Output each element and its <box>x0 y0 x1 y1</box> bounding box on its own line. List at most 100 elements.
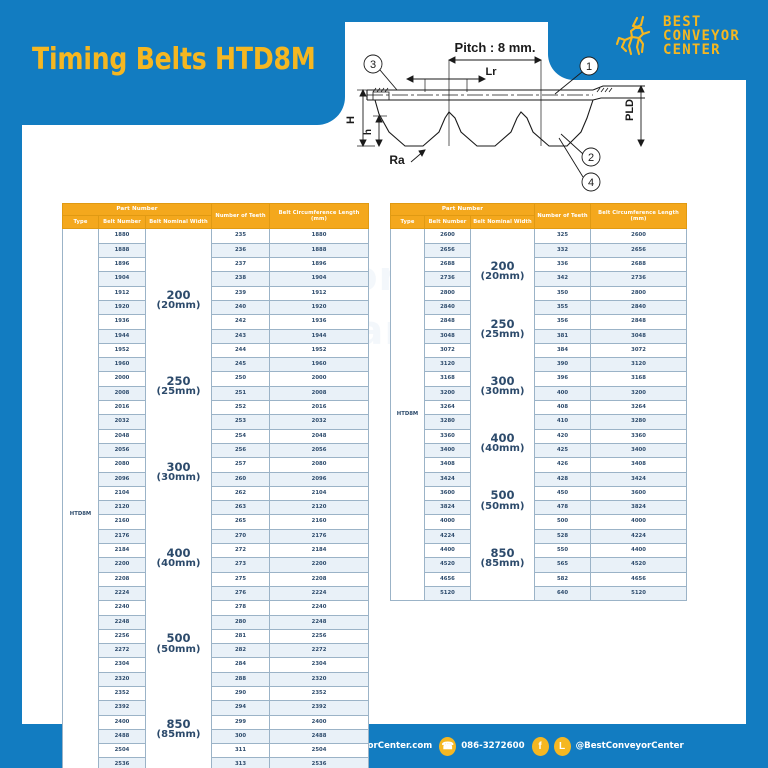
cell-number-of-teeth: 242 <box>211 314 271 330</box>
cell-number-of-teeth: 640 <box>534 585 592 602</box>
cell-number-of-teeth: 272 <box>211 543 271 559</box>
cell-number-of-teeth: 284 <box>211 657 271 673</box>
table-row: 5120 640 5120 <box>391 585 688 602</box>
cell-belt-circumference: 3264 <box>590 400 688 416</box>
table-row: 3600 450 3600 <box>391 485 688 502</box>
cell-number-of-teeth: 252 <box>211 400 271 416</box>
th-belt-nominal-width: Belt Nominal Width <box>144 215 213 230</box>
cell-belt-number: 2320 <box>98 671 146 687</box>
cell-belt-circumference: 3408 <box>590 457 688 473</box>
cell-belt-number: 1896 <box>98 257 146 273</box>
cell-belt-circumference: 4000 <box>590 514 688 530</box>
cell-belt-circumference: 2080 <box>269 457 370 473</box>
cell-number-of-teeth: 240 <box>211 299 271 316</box>
cell-belt-circumference: 2392 <box>269 700 370 716</box>
table-row: 3824 478 3824 <box>391 500 688 516</box>
cell-number-of-teeth: 325 <box>534 228 592 244</box>
cell-belt-number: 3824 <box>424 500 471 516</box>
cell-belt-number: 2240 <box>98 600 146 616</box>
table-row: 2016 252 2016 <box>63 400 370 416</box>
table-row: 2320 288 2320 <box>63 671 370 687</box>
cell-belt-circumference: 2600 <box>590 228 688 244</box>
cell-belt-number: 2208 <box>98 571 146 587</box>
cell-belt-number: 2096 <box>98 471 146 487</box>
cell-number-of-teeth: 278 <box>211 600 271 616</box>
cell-belt-number: 2304 <box>98 657 146 673</box>
width-option: 250 (25mm) <box>156 373 201 397</box>
table-row: 3048 381 3048 <box>391 328 688 344</box>
cell-belt-number: 2688 <box>424 257 471 273</box>
cell-belt-circumference: 2352 <box>269 685 370 702</box>
cell-number-of-teeth: 265 <box>211 514 271 530</box>
cell-belt-circumference: 2200 <box>269 557 370 573</box>
cell-belt-number: 2656 <box>424 242 471 259</box>
callout-2: 2 <box>588 152 594 164</box>
cell-belt-number: 1920 <box>98 299 146 316</box>
cell-belt-circumference: 2224 <box>269 585 370 602</box>
brand-logo: BEST CONVEYOR CENTER <box>613 14 740 58</box>
table-row: 4224 528 4224 <box>391 528 688 545</box>
cell-belt-circumference: 4400 <box>590 543 688 559</box>
cell-belt-circumference: 2008 <box>269 385 370 402</box>
frame-left-bar <box>0 0 22 768</box>
brand-line-2: CONVEYOR <box>662 28 740 44</box>
cell-belt-circumference: 3424 <box>590 471 688 487</box>
cell-belt-number: 2184 <box>98 543 146 559</box>
page-title: Timing Belts HTD8M <box>32 42 316 77</box>
cell-number-of-teeth: 257 <box>211 457 271 473</box>
cell-belt-circumference: 2096 <box>269 471 370 487</box>
cell-number-of-teeth: 420 <box>534 428 592 444</box>
cell-belt-circumference: 4224 <box>590 528 688 545</box>
cell-belt-circumference: 2256 <box>269 628 370 645</box>
cell-belt-number: 3048 <box>424 328 471 344</box>
line-icon[interactable]: L <box>553 736 571 756</box>
width-option: 200 (20mm) <box>156 287 201 311</box>
cell-number-of-teeth: 253 <box>211 414 271 430</box>
cell-number-of-teeth: 239 <box>211 285 271 301</box>
cell-belt-circumference: 1960 <box>269 357 370 373</box>
cell-belt-number: 2248 <box>98 614 146 630</box>
cell-number-of-teeth: 356 <box>534 314 592 330</box>
cell-belt-circumference: 3400 <box>590 442 688 459</box>
belt-profile-diagram: Pitch : 8 mm. Lr H h <box>345 40 645 192</box>
header-band <box>0 0 345 125</box>
cell-belt-number: 3424 <box>424 471 471 487</box>
facebook-icon[interactable]: f <box>531 736 549 756</box>
cell-number-of-teeth: 582 <box>534 571 592 587</box>
footer-phone[interactable]: ☎ 086-3272600 <box>439 736 525 756</box>
cell-belt-number: 2032 <box>98 414 146 430</box>
cell-belt-circumference: 3600 <box>590 485 688 502</box>
cell-belt-number: 2048 <box>98 428 146 444</box>
cell-number-of-teeth: 235 <box>211 228 271 244</box>
pitch-label: Pitch : 8 mm. <box>455 40 536 55</box>
footer-social[interactable]: f L @BestConveyorCenter <box>531 736 684 756</box>
table-row: 2840 355 2840 <box>391 299 688 316</box>
cell-belt-number: 2008 <box>98 385 146 402</box>
right-spec-table-wrapper: Part Number Number of Teeth Belt Circumf… <box>389 202 688 602</box>
cell-belt-number: 2256 <box>98 628 146 645</box>
cell-number-of-teeth: 273 <box>211 557 271 573</box>
cell-number-of-teeth: 450 <box>534 485 592 502</box>
table-row: 1904 238 1904 <box>63 271 370 287</box>
cell-belt-nominal-width: 200 (20mm) 250 (25mm) 300 (30mm) 400 (40mm) 500(… <box>144 228 213 768</box>
table-row: 3280 410 3280 <box>391 414 688 430</box>
cell-belt-number: 3360 <box>424 428 471 444</box>
cell-number-of-teeth: 332 <box>534 242 592 259</box>
cell-belt-circumference: 2488 <box>269 728 370 745</box>
th-type: Type <box>62 215 99 230</box>
cell-belt-circumference: 2800 <box>590 285 688 301</box>
table-row: 2096 260 2096 <box>63 471 370 487</box>
cell-number-of-teeth: 311 <box>211 743 271 759</box>
cell-belt-number: 3168 <box>424 371 471 387</box>
cell-number-of-teeth: 428 <box>534 471 592 487</box>
cell-number-of-teeth: 275 <box>211 571 271 587</box>
th-number-of-teeth: Number of Teeth <box>534 202 592 230</box>
cell-belt-number: 1960 <box>98 357 146 373</box>
table-row: 2400 299 2400 <box>63 714 370 730</box>
table-row: 2352 290 2352 <box>63 685 370 702</box>
cell-belt-number: 3200 <box>424 385 471 402</box>
th-type: Type <box>390 215 425 230</box>
table-row: 3408 426 3408 <box>391 457 688 473</box>
cell-belt-number: 2160 <box>98 514 146 530</box>
